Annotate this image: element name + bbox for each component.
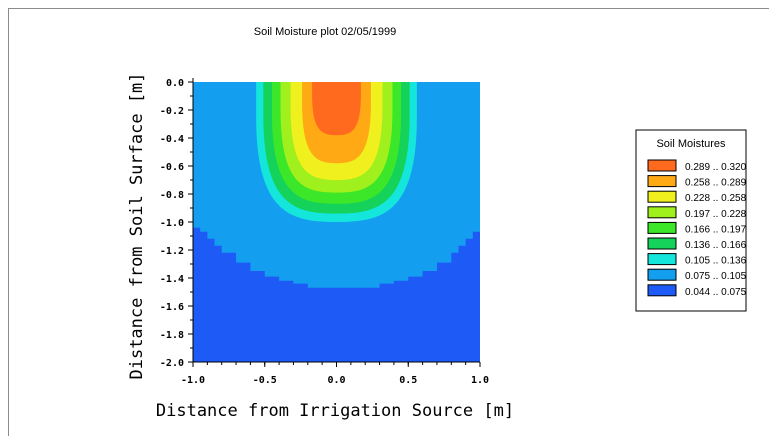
- legend-swatch: [647, 159, 677, 172]
- y-tick-label: -2.0: [160, 358, 184, 369]
- panel-border: [8, 8, 769, 436]
- y-tick-label: 0.0: [166, 78, 184, 89]
- legend-swatch: [647, 175, 677, 188]
- legend-swatch: [647, 253, 677, 266]
- moisture-zone-7: [312, 82, 361, 136]
- legend-entry-label: 0.228 .. 0.258: [685, 193, 747, 204]
- legend-swatch: [647, 190, 677, 203]
- legend-entry-label: 0.289 .. 0.320: [685, 162, 747, 173]
- legend-swatch: [647, 284, 677, 297]
- x-tick-label: -1.0: [181, 375, 205, 386]
- y-tick-label: -1.2: [160, 246, 184, 257]
- y-tick-label: -0.6: [160, 162, 184, 173]
- x-tick-label: 1.0: [471, 375, 489, 386]
- x-axis-label: Distance from Irrigation Source [m]: [156, 401, 514, 421]
- y-axis-ticks: 0.0 -0.2 -0.4 -0.6 -0.8 -1.0 -1.2 -1.4 -1.6 -1.8 -…: [160, 78, 193, 369]
- legend-entry-label: 0.075 .. 0.105: [685, 271, 747, 282]
- y-tick-label: -0.4: [160, 134, 184, 145]
- legend-entry-label: 0.197 .. 0.228: [685, 209, 747, 220]
- legend-entry-label: 0.166 .. 0.197: [685, 224, 747, 235]
- legend-title: Soil Moistures: [656, 138, 726, 150]
- legend-entry-label: 0.044 .. 0.075: [685, 287, 747, 298]
- y-axis-label: Distance from Soil Surface [m]: [127, 72, 147, 379]
- x-axis-ticks: -1.0 -0.5 0.0 0.5 1.0: [181, 362, 489, 386]
- legend-box: [635, 129, 747, 312]
- y-tick-label: -1.6: [160, 302, 184, 313]
- y-tick-label: -1.4: [160, 274, 184, 285]
- legend-entries: 0.289 .. 0.320 0.258 .. 0.289 0.228 .. 0.2…: [647, 159, 747, 298]
- x-tick-label: 0.0: [327, 375, 345, 386]
- plot-area: [192, 78, 480, 363]
- legend-swatch: [647, 221, 677, 234]
- y-tick-label: -0.8: [160, 190, 184, 201]
- legend: Soil Moistures 0.289 .. 0.320 0.258 .. 0.…: [635, 129, 747, 312]
- x-tick-label: -0.5: [253, 375, 277, 386]
- legend-swatch: [647, 237, 677, 250]
- y-tick-label: -1.8: [160, 330, 184, 341]
- legend-entry-label: 0.136 .. 0.166: [685, 240, 747, 251]
- y-tick-label: -1.0: [160, 218, 184, 229]
- legend-entry-label: 0.258 .. 0.289: [685, 178, 747, 189]
- legend-swatch: [647, 268, 677, 281]
- legend-swatch: [647, 206, 677, 219]
- x-tick-label: 0.5: [399, 375, 417, 386]
- legend-entry-label: 0.105 .. 0.136: [685, 256, 747, 267]
- y-tick-label: -0.2: [160, 106, 184, 117]
- chart-title: Soil Moisture plot 02/05/1999: [254, 26, 396, 38]
